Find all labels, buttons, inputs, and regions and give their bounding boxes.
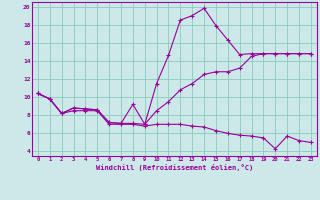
X-axis label: Windchill (Refroidissement éolien,°C): Windchill (Refroidissement éolien,°C) [96,164,253,171]
